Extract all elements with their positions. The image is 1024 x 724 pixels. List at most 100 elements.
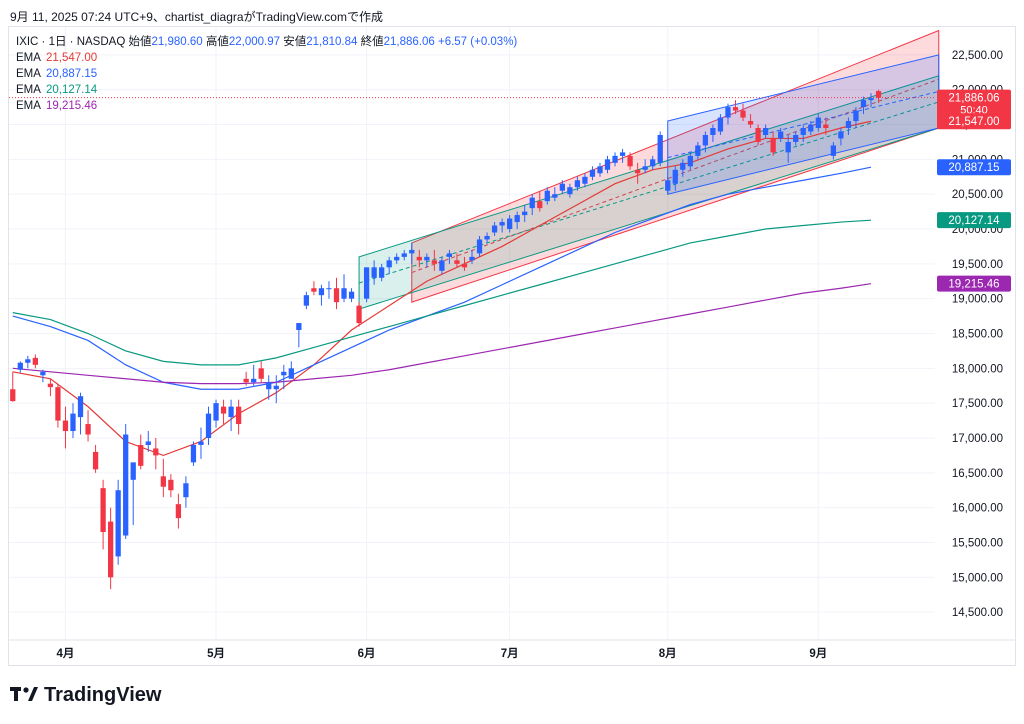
x-tick-label: 8月 <box>659 647 677 660</box>
candle-body <box>725 107 731 118</box>
candle-body <box>243 378 249 383</box>
candle-body <box>778 131 784 139</box>
candle-body <box>153 448 159 456</box>
candle-body <box>160 476 166 487</box>
close-value: 21,886.06 <box>383 36 435 48</box>
candle-body <box>55 387 61 421</box>
candle-body <box>484 235 490 240</box>
ema-legend-label: EMA <box>16 68 41 80</box>
candle-body <box>251 378 257 383</box>
candle-body <box>17 362 23 370</box>
x-tick-label: 9月 <box>809 647 827 660</box>
candle-body <box>10 389 16 402</box>
candle-body <box>770 138 776 153</box>
candle-body <box>288 368 294 379</box>
ema-legend-row[interactable]: EMA 19,215.46 <box>16 98 517 114</box>
candle-body <box>77 396 84 418</box>
ema-legend-value: 21,547.00 <box>46 52 98 64</box>
x-tick-label: 4月 <box>57 647 75 660</box>
price-tag-value: 21,547.00 <box>948 116 999 128</box>
candle-body <box>800 128 806 135</box>
candle-body <box>732 107 739 111</box>
candle-body <box>823 124 829 129</box>
candle-body <box>544 190 550 202</box>
candle-body <box>32 357 38 365</box>
candle-body <box>25 359 31 363</box>
candle-body <box>311 288 317 292</box>
candle-body <box>702 134 709 146</box>
candle-body <box>123 434 129 536</box>
candle-body <box>604 159 611 170</box>
candle-body <box>695 145 701 156</box>
candle-body <box>634 169 641 174</box>
x-tick-label: 5月 <box>207 647 225 660</box>
candle-body <box>514 215 520 223</box>
candle-body <box>589 169 596 177</box>
candle-body <box>642 166 648 170</box>
candle-body <box>567 187 573 195</box>
candle-body <box>326 288 332 290</box>
candle-body <box>409 249 415 254</box>
candle-body <box>70 413 76 432</box>
candle-body <box>740 110 746 118</box>
candle-body <box>710 128 716 135</box>
blue-channel-midline <box>667 90 939 159</box>
y-tick-label: 16,000.00 <box>952 503 1003 515</box>
candle-body <box>190 444 197 463</box>
candle-body <box>469 256 475 261</box>
price-tag-value: 20,127.14 <box>948 215 1000 227</box>
ema-legend-row[interactable]: EMA 21,547.00 <box>16 50 517 66</box>
candle-body <box>853 110 859 122</box>
candle-body <box>145 441 151 445</box>
tradingview-logo[interactable]: TradingView <box>10 684 161 707</box>
chart-legend: IXIC · 1日 · NASDAQ 始値21,980.60 高値22,000.… <box>16 34 517 114</box>
y-tick-label: 15,000.00 <box>952 572 1003 584</box>
y-tick-label: 20,500.00 <box>952 189 1003 201</box>
candle-body <box>379 267 385 278</box>
candle-body <box>552 194 558 198</box>
candle-body <box>845 121 852 129</box>
close-label: 終値 <box>360 36 384 48</box>
high-label: 高値 <box>205 36 229 48</box>
price-tag <box>937 89 1011 118</box>
candle-body <box>582 176 588 184</box>
candle-body <box>875 91 882 98</box>
ema-legend-label: EMA <box>16 52 41 64</box>
candle-body <box>793 134 799 142</box>
candle-body <box>363 267 370 299</box>
candle-body <box>416 256 422 261</box>
candle-body <box>333 288 340 303</box>
candle-body <box>273 385 279 390</box>
candle-body <box>612 155 618 163</box>
candle-body <box>47 383 54 388</box>
candle-body <box>62 420 69 432</box>
candle-body <box>657 134 663 163</box>
candle-body <box>281 371 287 376</box>
chart-caption: 9月 11, 2025 07:24 UTC+9、chartist_diagraが… <box>10 10 383 24</box>
ema-line-2 <box>12 219 872 366</box>
candle-body <box>808 124 814 132</box>
candle-body <box>522 211 528 216</box>
symbol-label[interactable]: IXIC · 1日 · NASDAQ <box>16 36 126 48</box>
candle-body <box>371 267 377 278</box>
candle-body <box>107 521 114 578</box>
candle-body <box>747 121 754 125</box>
ema-legend-row[interactable]: EMA 20,127.14 <box>16 82 517 98</box>
high-value: 22,000.97 <box>228 36 281 48</box>
candle-body <box>85 424 91 435</box>
low-label: 安値 <box>283 36 307 48</box>
candle-body <box>507 218 513 230</box>
price-tag <box>937 113 1011 130</box>
candle-body <box>755 128 761 142</box>
ema-legend-label: EMA <box>16 100 41 112</box>
ema-legend-row[interactable]: EMA 20,887.15 <box>16 66 517 82</box>
y-tick-label: 22,500.00 <box>952 50 1003 62</box>
candle-body <box>235 406 242 425</box>
candle-body <box>183 483 189 498</box>
ema-legend-value: 20,127.14 <box>46 84 98 96</box>
candle-body <box>175 504 182 519</box>
candle-body <box>815 117 821 129</box>
price-tag <box>937 159 1011 176</box>
ema-line-1 <box>12 166 872 390</box>
